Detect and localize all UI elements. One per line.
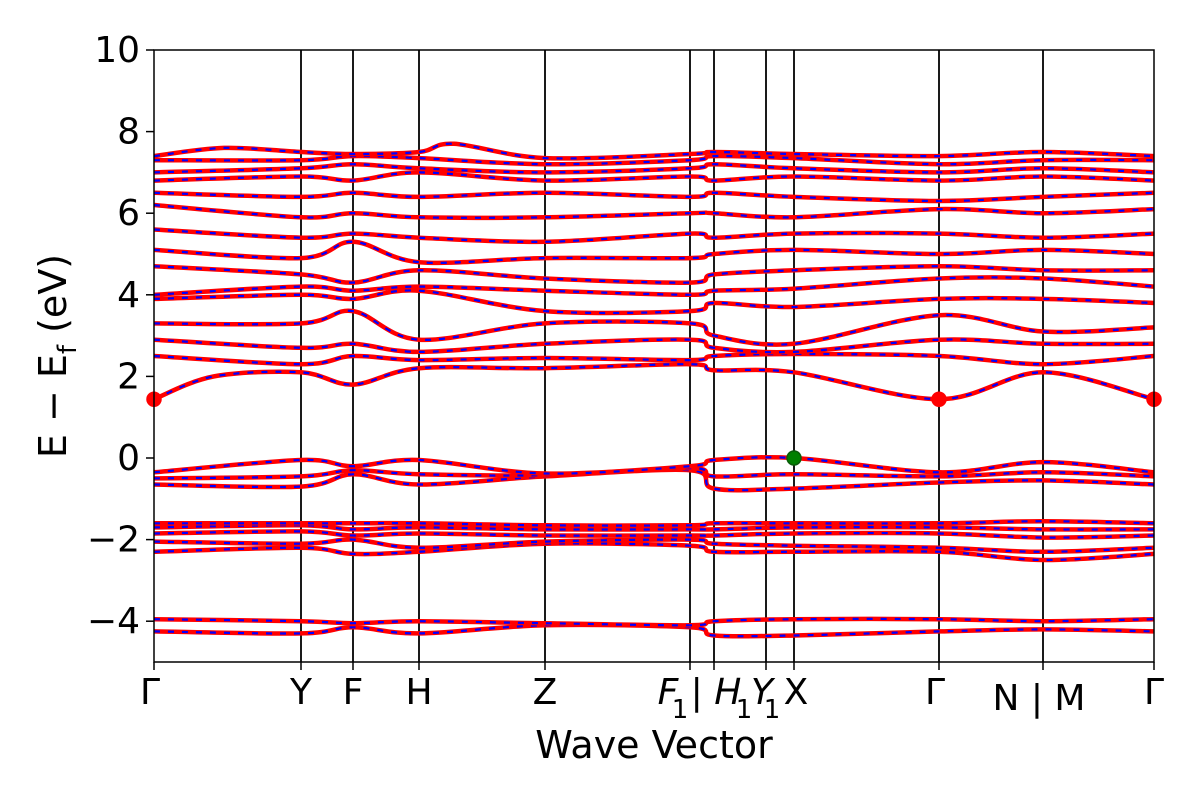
- marker-vbm-3: [786, 450, 802, 466]
- band-10-spin-down: [154, 363, 1154, 401]
- y-tick-label-7: 10: [94, 30, 140, 71]
- band-2-spin-down: [154, 542, 1154, 562]
- y-tick-label-6: 8: [117, 112, 140, 153]
- band-24-spin-up: [154, 141, 1154, 161]
- band-18-spin-up: [154, 227, 1154, 245]
- x-tick-label-12: Γ: [925, 672, 945, 713]
- band-13-spin-down: [154, 309, 1154, 346]
- y-tick-label-0: −4: [87, 601, 140, 642]
- band-24-spin-down: [154, 142, 1154, 160]
- band-9-spin-down: [154, 456, 1154, 475]
- x-axis-label: Wave Vector: [535, 723, 773, 767]
- x-tick-label-1: Y: [289, 672, 313, 713]
- y-tick-label-2: 0: [117, 438, 140, 479]
- band-1-spin-down: [154, 617, 1154, 627]
- band-23-spin-down: [154, 154, 1154, 166]
- band-4-spin-up: [154, 529, 1154, 540]
- y-axis-label-main: E − E: [31, 354, 75, 458]
- y-tick-label-3: 2: [117, 356, 140, 397]
- x-tick-label-3: H: [405, 672, 432, 713]
- x-tick-label-9: Y: [751, 672, 776, 713]
- band-lines: [154, 141, 1154, 639]
- band-11-spin-down: [154, 352, 1154, 366]
- x-tick-label-0: Γ: [140, 672, 160, 713]
- y-axis-label: E − Ef (eV): [31, 254, 83, 458]
- x-tick-label-5: F: [658, 672, 680, 713]
- y-tick-label-1: −2: [87, 520, 140, 561]
- band-edge-markers: [146, 391, 1162, 466]
- x-tick-label-2: F: [343, 672, 364, 713]
- x-tick-label-6: 1: [672, 695, 689, 725]
- y-axis-label-subscript: f: [53, 344, 83, 354]
- band-19-spin-up: [154, 202, 1154, 221]
- y-tick-label-5: 6: [117, 193, 140, 234]
- y-axis-ticks: −4 −2 0 2 4 6 8 10: [87, 30, 154, 642]
- band-21-spin-up: [154, 170, 1154, 183]
- band-16-spin-down: [154, 265, 1154, 284]
- band-15-spin-down: [154, 276, 1154, 296]
- y-axis-label-unit: (eV): [31, 254, 75, 345]
- band-18-spin-down: [154, 228, 1154, 243]
- band-19-spin-down: [154, 203, 1154, 219]
- x-tick-label-13: N | M: [992, 678, 1085, 719]
- band-12-spin-down: [154, 338, 1154, 354]
- x-tick-label-14: Γ: [1144, 672, 1164, 713]
- band-14-spin-down: [154, 289, 1154, 315]
- x-tick-label-4: Z: [533, 672, 558, 713]
- band-3-spin-down: [154, 538, 1154, 553]
- band-1-spin-up: [154, 616, 1154, 628]
- marker-cbm-1: [931, 391, 947, 407]
- band-20-spin-down: [154, 191, 1154, 203]
- band-10-spin-up: [154, 361, 1154, 402]
- band-5-spin-down: [154, 524, 1154, 531]
- band-17-spin-down: [154, 240, 1154, 264]
- band-6-spin-up: [154, 518, 1154, 528]
- x-tick-label-8: 1: [736, 695, 753, 725]
- band-6-spin-down: [154, 520, 1154, 527]
- band-22-spin-down: [154, 163, 1154, 174]
- band-7-spin-down: [154, 468, 1154, 492]
- x-tick-label-7: | H: [691, 672, 742, 713]
- band-22-spin-up: [154, 161, 1154, 175]
- x-tick-label-11: X: [784, 672, 809, 713]
- band-21-spin-down: [154, 171, 1154, 182]
- x-tick-label-10: 1: [764, 695, 781, 725]
- band-4-spin-down: [154, 530, 1154, 539]
- y-tick-label-4: 4: [117, 275, 140, 316]
- band-15-spin-up: [154, 275, 1154, 298]
- band-20-spin-up: [154, 190, 1154, 204]
- plot-area-frame: [153, 49, 1155, 663]
